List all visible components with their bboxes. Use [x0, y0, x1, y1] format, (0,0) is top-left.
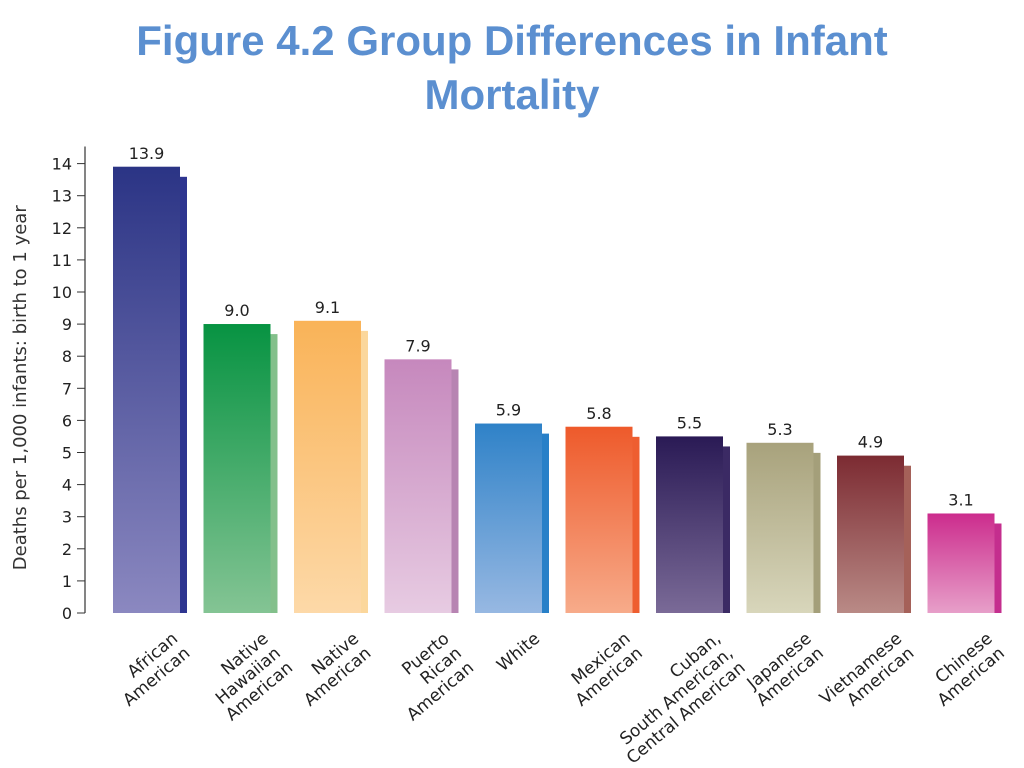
bar-value-label: 4.9: [858, 433, 883, 452]
bar-top-edge: [475, 423, 542, 426]
bar-shadow: [180, 176, 187, 613]
y-tick-label: 13: [52, 187, 72, 206]
bar-value-label: 13.9: [129, 144, 165, 163]
x-category-label: White: [493, 629, 544, 676]
bars: 13.9 9.0 9.1 7.9 5.9 5.8 5.5 5.3 4.9 3.1: [113, 144, 1002, 613]
y-tick-label: 11: [52, 251, 72, 270]
bar: [656, 436, 723, 613]
bar-value-label: 9.1: [315, 298, 340, 317]
bar-shadow: [451, 369, 459, 613]
bar-top-edge: [837, 455, 904, 458]
y-tick-label: 7: [62, 379, 72, 398]
y-tick-label: 8: [62, 347, 72, 366]
y-tick-label: 0: [62, 604, 72, 623]
y-tick-label: 2: [62, 540, 72, 559]
page-title-line-2: Mortality: [424, 71, 600, 118]
bar: [565, 426, 633, 613]
bar-value-label: 5.3: [767, 420, 792, 439]
bar-shadow: [904, 465, 911, 613]
bar-top-edge: [113, 166, 180, 169]
bar-shadow: [632, 436, 640, 613]
bar-value-label: 7.9: [405, 336, 430, 355]
bar-top-edge: [927, 513, 995, 516]
bar-value-label: 9.0: [224, 301, 249, 320]
bar-shadow: [270, 334, 278, 613]
bar: [927, 513, 995, 613]
bar: [384, 359, 452, 613]
bar-shadow: [361, 330, 368, 613]
y-tick-label: 3: [62, 508, 72, 527]
y-tick-label: 12: [52, 219, 72, 238]
bar-shadow: [813, 452, 821, 613]
x-category-label-line: White: [493, 629, 544, 676]
y-tick-label: 14: [52, 155, 72, 174]
page-title-line-1: Figure 4.2 Group Differences in Infant: [136, 17, 888, 64]
bar-shadow: [542, 433, 549, 613]
y-tick-label: 1: [62, 572, 72, 591]
bar: [746, 442, 814, 613]
bar-top-edge: [656, 436, 723, 439]
bar: [203, 324, 271, 613]
bar: [475, 423, 542, 613]
bar-value-label: 3.1: [948, 490, 973, 509]
bar-value-label: 5.8: [586, 404, 611, 423]
bar-top-edge: [294, 320, 361, 323]
bar-top-edge: [746, 442, 814, 445]
bar-top-edge: [203, 324, 271, 327]
y-axis-label: Deaths per 1,000 infants: birth to 1 yea…: [10, 205, 31, 571]
page-title: Figure 4.2 Group Differences in Infant M…: [0, 14, 1024, 122]
bar-top-edge: [384, 359, 452, 362]
bar-top-edge: [565, 426, 633, 429]
y-tick-label: 6: [62, 411, 72, 430]
bar-shadow: [723, 446, 730, 613]
bar-shadow: [994, 523, 1002, 613]
bar: [837, 455, 904, 613]
y-tick-label: 9: [62, 315, 72, 334]
y-tick-label: 5: [62, 444, 72, 463]
bar: [294, 320, 361, 613]
bar-value-label: 5.9: [496, 401, 521, 420]
y-tick-label: 10: [52, 283, 72, 302]
bar: [113, 166, 180, 613]
bar-value-label: 5.5: [677, 413, 702, 432]
y-tick-label: 4: [62, 476, 72, 495]
